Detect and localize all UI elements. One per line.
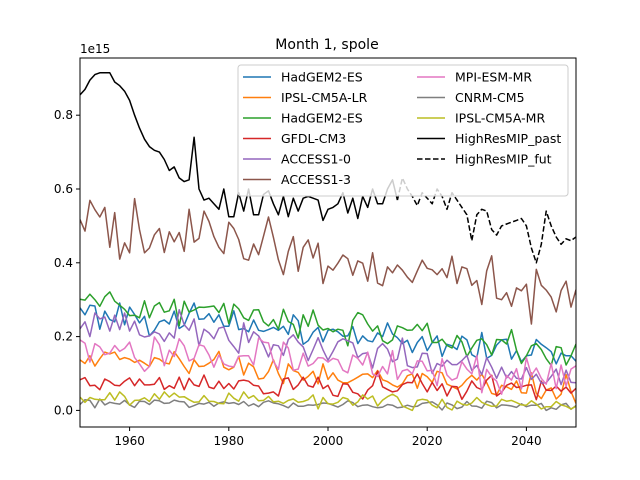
legend-entry: GFDL-CM3 <box>243 131 346 146</box>
legend-label: CNRM-CM5 <box>455 90 525 105</box>
series-line-gfdl-cm3-3 <box>80 370 576 401</box>
y-tick-label: 0.8 <box>54 108 73 122</box>
series-line-mpi-esm-mr-6 <box>80 336 576 395</box>
legend-label: MPI-ESM-MR <box>455 70 532 85</box>
legend-label: IPSL-CM5A-MR <box>455 111 545 126</box>
legend-label: HighResMIP_past <box>455 131 561 146</box>
chart-title: Month 1, spole <box>275 37 378 53</box>
legend-entry: HighResMIP_fut <box>417 152 552 167</box>
legend-entry: IPSL-CM5A-MR <box>417 111 545 126</box>
y-tick-label: 0.4 <box>54 256 73 270</box>
series-line-access1-0-4 <box>80 308 576 386</box>
series-line-ipsl-cm5a-mr-8 <box>80 391 576 412</box>
y-axis: 0.0 0.2 0.4 0.6 0.8 <box>54 108 80 417</box>
legend-label: ACCESS1-3 <box>281 172 351 187</box>
legend-label: IPSL-CM5A-LR <box>281 90 368 105</box>
legend-label: HadGEM2-ES <box>281 111 363 126</box>
legend-entry: HighResMIP_past <box>417 131 561 146</box>
legend-entry: HadGEM2-ES <box>243 70 363 85</box>
y-tick-label: 0.2 <box>54 330 73 344</box>
series-line-access1-3-5 <box>80 197 576 325</box>
x-tick-label: 1980 <box>214 434 245 448</box>
legend-entry: MPI-ESM-MR <box>417 70 532 85</box>
x-tick-label: 2040 <box>511 434 542 448</box>
x-axis: 1960 1980 2000 2020 2040 <box>114 427 542 448</box>
plot-frame <box>79 57 577 428</box>
y-offset-label: 1e15 <box>80 42 110 56</box>
legend: HadGEM2-ES IPSL-CM5A-LR HadGEM2-ES GFDL-CM3… <box>237 64 569 197</box>
legend-label: GFDL-CM3 <box>281 131 346 146</box>
legend-label: ACCESS1-0 <box>281 152 351 167</box>
legend-entry: CNRM-CM5 <box>417 90 525 105</box>
legend-entry: HadGEM2-ES <box>243 111 363 126</box>
legend-label: HadGEM2-ES <box>281 70 363 85</box>
legend-box <box>237 64 569 197</box>
legend-entry: ACCESS1-0 <box>243 152 351 167</box>
series-line-hadgem2-es-2 <box>80 291 576 367</box>
x-tick-label: 1960 <box>114 434 145 448</box>
y-tick-label: 0.6 <box>54 182 73 196</box>
legend-entry: ACCESS1-3 <box>243 172 351 187</box>
series-line-highresmip-fut-10 <box>396 177 576 264</box>
y-tick-label: 0.0 <box>54 403 73 417</box>
x-tick-label: 2000 <box>313 434 344 448</box>
legend-entry: IPSL-CM5A-LR <box>243 90 368 105</box>
x-tick-label: 2020 <box>412 434 443 448</box>
legend-label: HighResMIP_fut <box>455 152 552 167</box>
